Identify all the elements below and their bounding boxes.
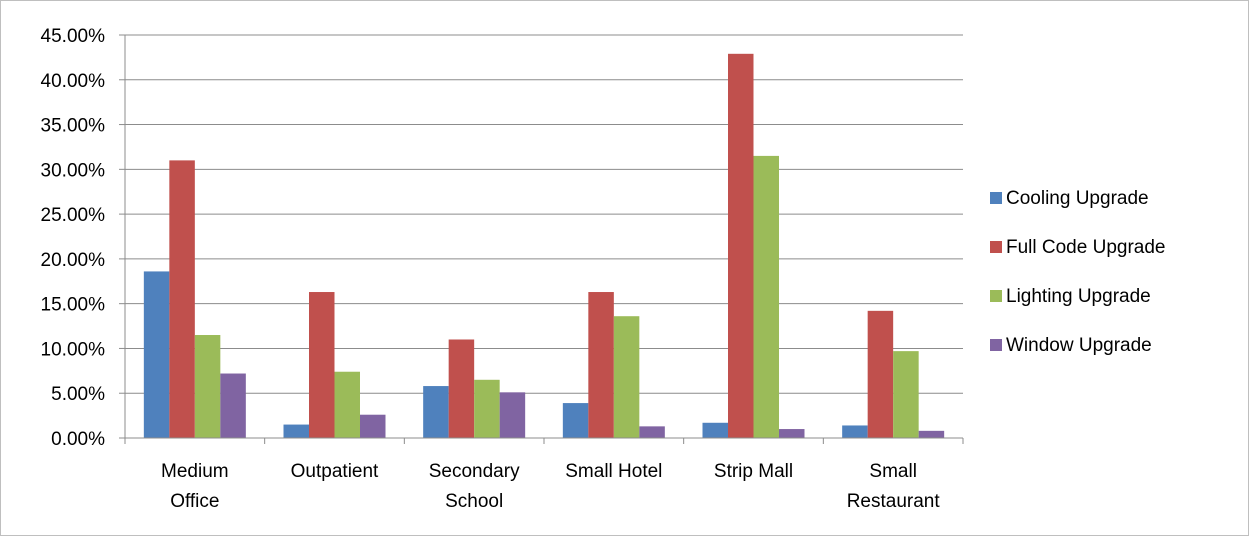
y-tick-label: 10.00%: [41, 339, 106, 360]
y-axis-tick-labels: 0.00% 5.00% 10.00% 15.00% 20.00% 25.00% 30.00%…: [41, 26, 106, 450]
bar-lighting-upgrade: [893, 351, 919, 438]
legend-label: Full Code Upgrade: [1006, 237, 1165, 258]
bar-full-code-upgrade: [169, 160, 195, 438]
legend-swatch: [990, 192, 1002, 204]
bar-full-code-upgrade: [309, 292, 335, 438]
bars: [143, 53, 945, 438]
bar-full-code-upgrade: [588, 292, 614, 438]
x-category-label: Small Restaurant: [847, 461, 941, 512]
x-category-label: Outpatient: [291, 461, 379, 482]
legend-label: Cooling Upgrade: [1006, 188, 1149, 209]
bar-lighting-upgrade: [753, 155, 779, 438]
gridlines: [125, 34, 963, 394]
legend: Cooling Upgrade Full Code Upgrade Lighting…: [990, 188, 1165, 356]
y-tick-label: 5.00%: [51, 384, 105, 405]
y-tick-label: 40.00%: [41, 71, 106, 92]
bar-lighting-upgrade: [474, 379, 500, 438]
bar-window-upgrade: [779, 429, 805, 438]
bar-cooling-upgrade: [842, 425, 868, 438]
x-category-label: Secondary School: [429, 461, 520, 512]
bar-window-upgrade: [499, 392, 526, 438]
bar-lighting-upgrade: [334, 371, 360, 438]
bar-window-upgrade: [360, 414, 386, 438]
y-tick-label: 0.00%: [51, 429, 105, 450]
bar-window-upgrade: [918, 430, 945, 438]
bar-full-code-upgrade: [448, 339, 475, 438]
legend-label: Window Upgrade: [1006, 335, 1152, 356]
bar-cooling-upgrade: [283, 424, 309, 438]
bar-window-upgrade: [220, 373, 246, 438]
bar-cooling-upgrade: [702, 422, 728, 438]
y-tick-label: 30.00%: [41, 160, 106, 181]
y-tick-label: 25.00%: [41, 205, 106, 226]
bar-cooling-upgrade: [143, 271, 170, 438]
y-tick-label: 15.00%: [41, 295, 106, 316]
legend-swatch: [990, 339, 1002, 351]
bar-full-code-upgrade: [867, 310, 894, 438]
bar-cooling-upgrade: [562, 403, 589, 438]
y-tick-label: 20.00%: [41, 250, 106, 271]
bar-window-upgrade: [639, 426, 665, 438]
legend-swatch: [990, 241, 1002, 253]
x-category-label: Small Hotel: [565, 461, 662, 482]
x-category-label: Medium Office: [161, 461, 229, 512]
x-category-label: Strip Mall: [714, 461, 793, 482]
x-axis-category-labels: Medium Office Outpatient Secondary School Sma…: [161, 461, 940, 512]
bar-lighting-upgrade: [613, 316, 640, 438]
legend-swatch: [990, 290, 1002, 302]
y-tick-label: 45.00%: [41, 26, 106, 47]
bar-cooling-upgrade: [423, 386, 449, 438]
bar-full-code-upgrade: [728, 53, 754, 438]
y-tick-label: 35.00%: [41, 116, 106, 137]
legend-label: Lighting Upgrade: [1006, 286, 1151, 307]
axes: [119, 34, 964, 444]
bar-lighting-upgrade: [194, 335, 221, 438]
